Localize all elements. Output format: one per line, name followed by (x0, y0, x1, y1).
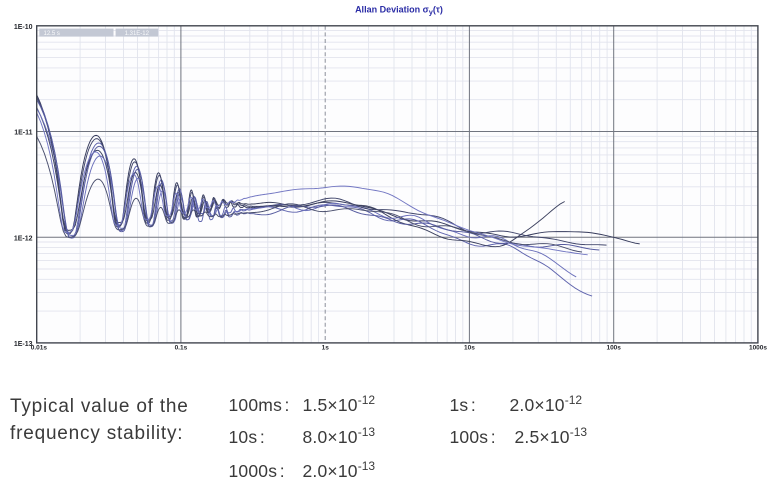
svg-text:1E-11: 1E-11 (14, 130, 32, 137)
svg-text:1s: 1s (322, 345, 330, 352)
svg-text:1E-13: 1E-13 (14, 341, 33, 348)
svg-text:0.1s: 0.1s (175, 345, 188, 352)
svg-text:1E-10: 1E-10 (14, 24, 33, 31)
svg-text:0.01s: 0.01s (31, 345, 48, 352)
svg-text:100s: 100s (606, 345, 621, 352)
svg-text:12.5 s: 12.5 s (44, 31, 60, 37)
svg-text:Allan Deviation σy(τ): Allan Deviation σy(τ) (355, 5, 443, 17)
svg-text:1E-12: 1E-12 (14, 235, 33, 242)
svg-text:1000s: 1000s (749, 345, 767, 352)
svg-text:1.31E-12: 1.31E-12 (125, 31, 150, 37)
svg-text:10s: 10s (464, 345, 475, 352)
